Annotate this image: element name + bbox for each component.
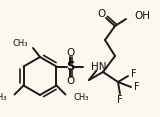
Text: F: F — [134, 82, 140, 92]
Text: O: O — [66, 48, 75, 57]
Text: CH₃: CH₃ — [12, 38, 28, 48]
Text: S: S — [66, 60, 75, 73]
Text: OH: OH — [134, 11, 150, 21]
Text: O: O — [66, 75, 75, 86]
Text: F: F — [117, 95, 123, 105]
Text: HN: HN — [92, 62, 107, 71]
Text: O: O — [97, 9, 105, 19]
Text: F: F — [131, 69, 137, 79]
Text: CH₃: CH₃ — [0, 93, 7, 102]
Text: CH₃: CH₃ — [73, 93, 89, 102]
